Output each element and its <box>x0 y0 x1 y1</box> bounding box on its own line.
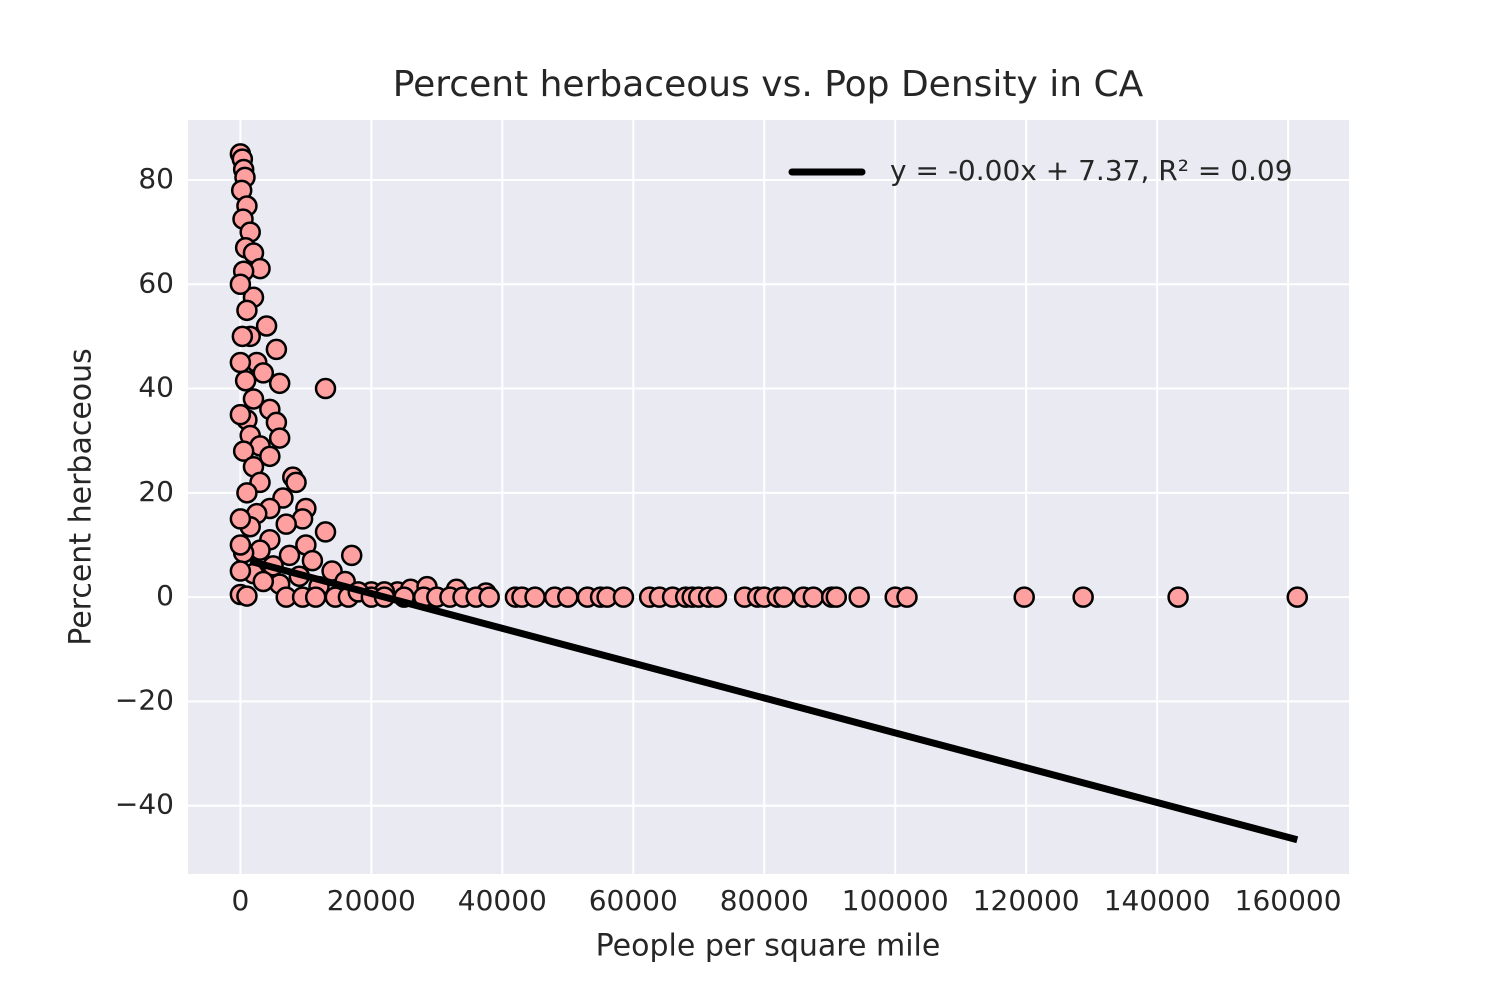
legend: y = -0.00x + 7.37, R² = 0.09 <box>788 154 1293 187</box>
scatter-point <box>301 549 324 572</box>
legend-label: y = -0.00x + 7.37, R² = 0.09 <box>890 154 1293 187</box>
scatter-point <box>252 570 275 593</box>
scatter-point <box>229 560 252 582</box>
scatter-point <box>304 586 327 608</box>
scatter-point <box>314 377 337 400</box>
x-tick-label: 40000 <box>458 884 547 917</box>
scatter-point <box>896 586 918 608</box>
scatter-point <box>236 299 258 322</box>
scatter-point <box>848 586 870 608</box>
scatter-point <box>1286 586 1309 608</box>
x-tick-label: 140000 <box>1104 884 1211 917</box>
scatter-point <box>802 586 825 608</box>
scatter-point <box>1013 586 1035 608</box>
x-axis-label: People per square mile <box>596 929 941 964</box>
x-tick-label: 20000 <box>327 884 416 917</box>
scatter-point <box>236 482 258 504</box>
x-tick-label: 160000 <box>1235 884 1342 917</box>
scatter-point <box>229 351 252 374</box>
x-tick-label: 80000 <box>720 884 809 917</box>
scatter-point <box>773 586 795 608</box>
x-tick-label: 100000 <box>842 884 949 917</box>
scatter-point <box>314 521 337 543</box>
scatter-point <box>612 586 635 608</box>
y-tick-label: −20 <box>115 683 174 716</box>
scatter-point <box>255 315 278 337</box>
scatter-point <box>259 445 281 468</box>
y-tick-label: 0 <box>156 579 174 612</box>
regression-line <box>249 557 1299 844</box>
plot-area <box>188 120 1349 874</box>
x-tick-label: 0 <box>231 884 249 917</box>
scatter-point <box>340 544 363 567</box>
x-tick-label: 120000 <box>973 884 1080 917</box>
scatter-point <box>231 325 254 348</box>
y-axis-label: Percent herbaceous <box>64 348 99 646</box>
scatter-point <box>229 403 252 426</box>
scatter-point <box>1072 586 1094 608</box>
scatter-point <box>1167 586 1189 608</box>
scatter-point <box>234 369 257 392</box>
scatter-point <box>242 388 265 410</box>
scatter-point <box>268 372 291 395</box>
scatter-point <box>232 440 255 462</box>
chart-title: Percent herbaceous vs. Pop Density in CA <box>393 64 1144 105</box>
y-tick-label: 80 <box>138 162 174 195</box>
scatter-point <box>229 508 252 530</box>
scatter-point <box>557 586 579 608</box>
scatter-point <box>265 338 288 361</box>
scatter-point <box>252 362 275 384</box>
scatter-point <box>229 273 252 296</box>
y-tick-label: −40 <box>115 788 174 821</box>
scatter-point <box>275 513 297 535</box>
scatter-point <box>236 585 258 607</box>
scatter-point <box>705 586 728 608</box>
scatter-point <box>478 586 500 608</box>
scatter-point <box>278 544 301 567</box>
scatter-point <box>268 427 291 449</box>
y-tick-label: 20 <box>138 475 174 508</box>
scatter-point <box>229 534 252 556</box>
scatter-point <box>825 586 848 608</box>
y-tick-label: 60 <box>138 266 174 299</box>
x-tick-label: 60000 <box>589 884 678 917</box>
scatter-point <box>524 586 546 608</box>
scatter-point <box>285 471 307 494</box>
y-tick-label: 40 <box>138 371 174 404</box>
